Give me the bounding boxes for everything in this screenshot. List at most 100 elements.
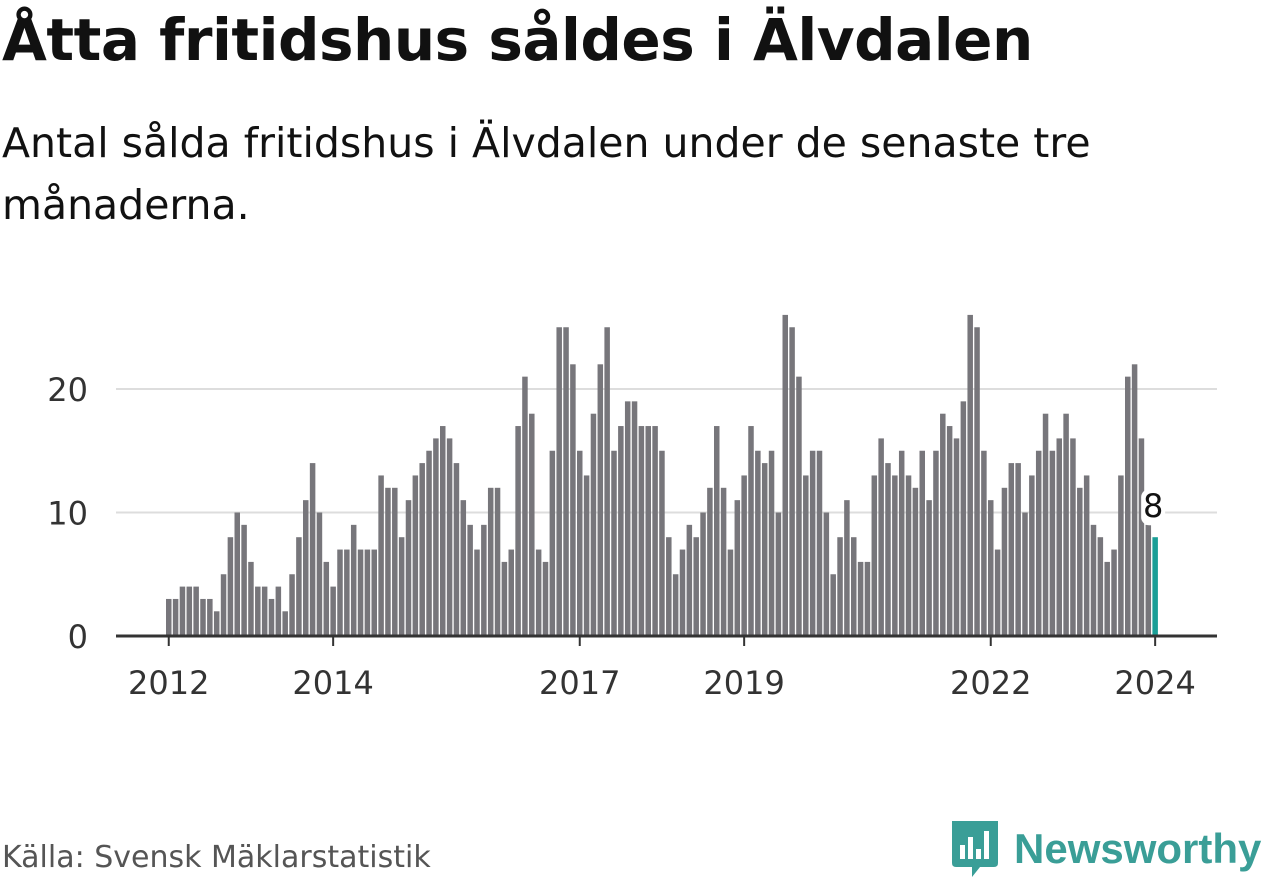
bar: [981, 450, 987, 636]
bar: [604, 327, 610, 636]
bar: [761, 463, 768, 636]
bar: [892, 475, 898, 636]
bar: [323, 561, 330, 636]
bar: [919, 450, 925, 636]
bar: [255, 586, 261, 636]
bar: [707, 487, 713, 636]
bar: [309, 463, 316, 636]
bar: [501, 561, 508, 636]
bar: [844, 500, 850, 636]
bar: [940, 413, 946, 636]
bar: [631, 401, 638, 636]
x-tick-label: 2019: [703, 664, 784, 702]
bar: [597, 364, 604, 636]
bar: [522, 376, 528, 636]
bar: [768, 450, 775, 636]
bar: [248, 561, 254, 636]
bar: [275, 586, 282, 636]
x-tick-label: 2012: [128, 664, 209, 702]
bar: [316, 512, 323, 636]
bar: [789, 327, 795, 636]
bar: [433, 438, 439, 636]
bar: [1001, 487, 1008, 636]
bar: [775, 512, 782, 636]
bar: [296, 537, 302, 636]
bar: [659, 450, 665, 636]
bar: [234, 512, 240, 636]
bar: [172, 598, 179, 636]
source-credit: Källa: Svensk Mäklarstatistik: [2, 840, 431, 875]
bar: [213, 611, 220, 636]
annotations: 8: [1141, 487, 1166, 526]
bar: [1138, 438, 1145, 636]
bar: [193, 586, 199, 636]
x-tick-label: 2017: [539, 664, 620, 702]
bar: [440, 426, 446, 636]
bar: [905, 475, 912, 636]
x-tick-label: 2014: [292, 664, 373, 702]
bar: [830, 574, 836, 636]
bar: [494, 487, 501, 636]
bar: [1131, 364, 1138, 636]
bar: [1056, 438, 1062, 636]
bar: [412, 475, 419, 636]
bar: [679, 549, 686, 636]
bar: [672, 574, 679, 636]
bar: [398, 537, 405, 636]
bar: [864, 561, 871, 636]
bar: [241, 524, 247, 636]
y-tick-label: 0: [68, 618, 88, 656]
bar: [426, 450, 432, 636]
y-tick-label: 20: [47, 371, 88, 409]
bar: [590, 413, 597, 636]
bar: [960, 401, 967, 636]
bar: [988, 500, 994, 636]
bar: [933, 450, 939, 636]
bar: [1145, 524, 1152, 636]
bar: [796, 376, 802, 636]
bar: [693, 537, 699, 636]
bar: [282, 611, 288, 636]
bar: [1104, 561, 1110, 636]
bar: [385, 487, 391, 636]
bar: [741, 475, 747, 636]
bar: [1111, 549, 1117, 636]
brand-name: Newsworthy: [1014, 825, 1262, 872]
bar: [645, 426, 651, 636]
bar: [926, 500, 932, 636]
bar: [166, 598, 172, 636]
bar-latest: [1152, 537, 1158, 636]
bar: [837, 537, 843, 636]
data-label-latest: 8: [1143, 487, 1163, 525]
bar: [207, 598, 213, 636]
bar: [809, 450, 816, 636]
bar: [515, 426, 521, 636]
bar: [734, 500, 741, 636]
bar: [460, 500, 467, 636]
bar: [803, 475, 809, 636]
y-tick-label: 10: [47, 495, 88, 533]
bar: [200, 598, 206, 636]
bar: [337, 549, 343, 636]
bar: [583, 475, 590, 636]
bar: [303, 500, 309, 636]
bar: [549, 450, 556, 636]
bar: [1008, 463, 1015, 636]
bar: [1097, 537, 1104, 636]
bar: [446, 438, 453, 636]
bar: [851, 537, 857, 636]
bar: [1118, 475, 1124, 636]
bar: [364, 549, 371, 636]
bar: [268, 598, 275, 636]
bar: [419, 463, 425, 636]
bar: [542, 561, 549, 636]
bar: [577, 450, 583, 636]
bar: [686, 524, 693, 636]
bar: [666, 537, 672, 636]
x-axis-ticks: 2012 2014 2017 2019 2022 2024: [128, 636, 1196, 702]
bar: [1042, 413, 1049, 636]
bar: [371, 549, 377, 636]
bar: [611, 450, 617, 636]
bar: [782, 314, 788, 636]
